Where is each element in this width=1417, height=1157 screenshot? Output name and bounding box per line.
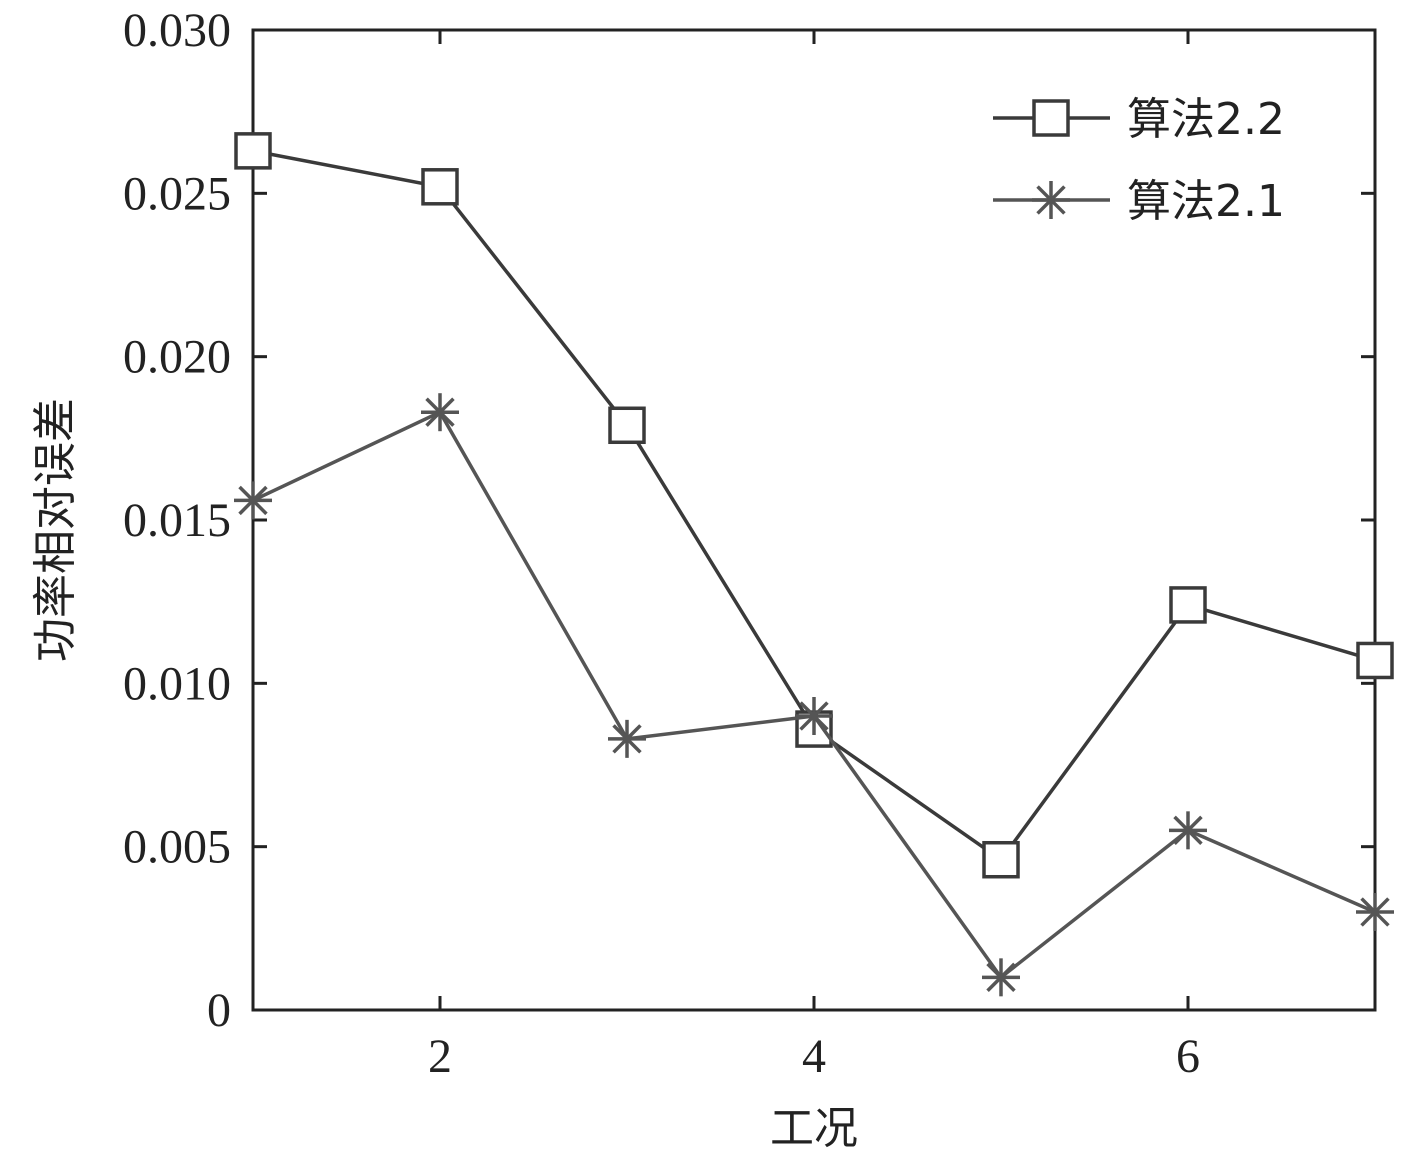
square-marker	[1356, 641, 1394, 680]
asterisk-marker	[1032, 181, 1070, 219]
asterisk-marker	[795, 697, 833, 735]
y-tick-label: 0.025	[123, 167, 231, 220]
series-layer	[234, 132, 1394, 997]
square-marker	[608, 406, 646, 445]
legend-item: 算法2.2	[993, 94, 1285, 145]
y-tick-label: 0.005	[123, 821, 231, 874]
legend: 算法2.2 算法2.1	[993, 94, 1285, 227]
asterisk-marker	[421, 393, 459, 432]
y-tick-label: 0.010	[123, 657, 231, 710]
series-1	[234, 132, 1394, 879]
square-marker	[982, 840, 1020, 879]
square-marker	[1032, 99, 1070, 137]
asterisk-marker	[608, 719, 646, 758]
series-line	[252, 149, 1376, 863]
axis-ticks: 0 0.005 0.010 0.015 0.020 0.025 0.030 2 4 6	[123, 4, 1375, 1083]
square-marker	[234, 132, 272, 170]
asterisk-marker	[234, 481, 272, 520]
legend-label: 算法2.1	[1127, 176, 1285, 227]
y-tick-label: 0.020	[123, 331, 231, 384]
x-axis-title: 工况	[770, 1103, 858, 1154]
x-tick-label: 2	[428, 1030, 452, 1083]
square-marker	[1169, 586, 1207, 624]
asterisk-marker	[982, 958, 1020, 997]
y-tick-label: 0.015	[123, 494, 231, 547]
legend-label: 算法2.2	[1127, 94, 1285, 145]
x-tick-label: 6	[1176, 1030, 1200, 1083]
asterisk-marker	[1356, 893, 1394, 931]
y-axis-title: 功率相对误差	[30, 398, 81, 662]
y-tick-label: 0	[207, 984, 231, 1037]
asterisk-marker	[1169, 811, 1207, 850]
series-line	[252, 409, 1376, 980]
legend-item: 算法2.1	[993, 176, 1285, 227]
square-marker	[421, 168, 459, 206]
y-tick-label: 0.030	[123, 4, 231, 57]
x-tick-label: 4	[802, 1030, 826, 1083]
series-2	[234, 393, 1394, 997]
